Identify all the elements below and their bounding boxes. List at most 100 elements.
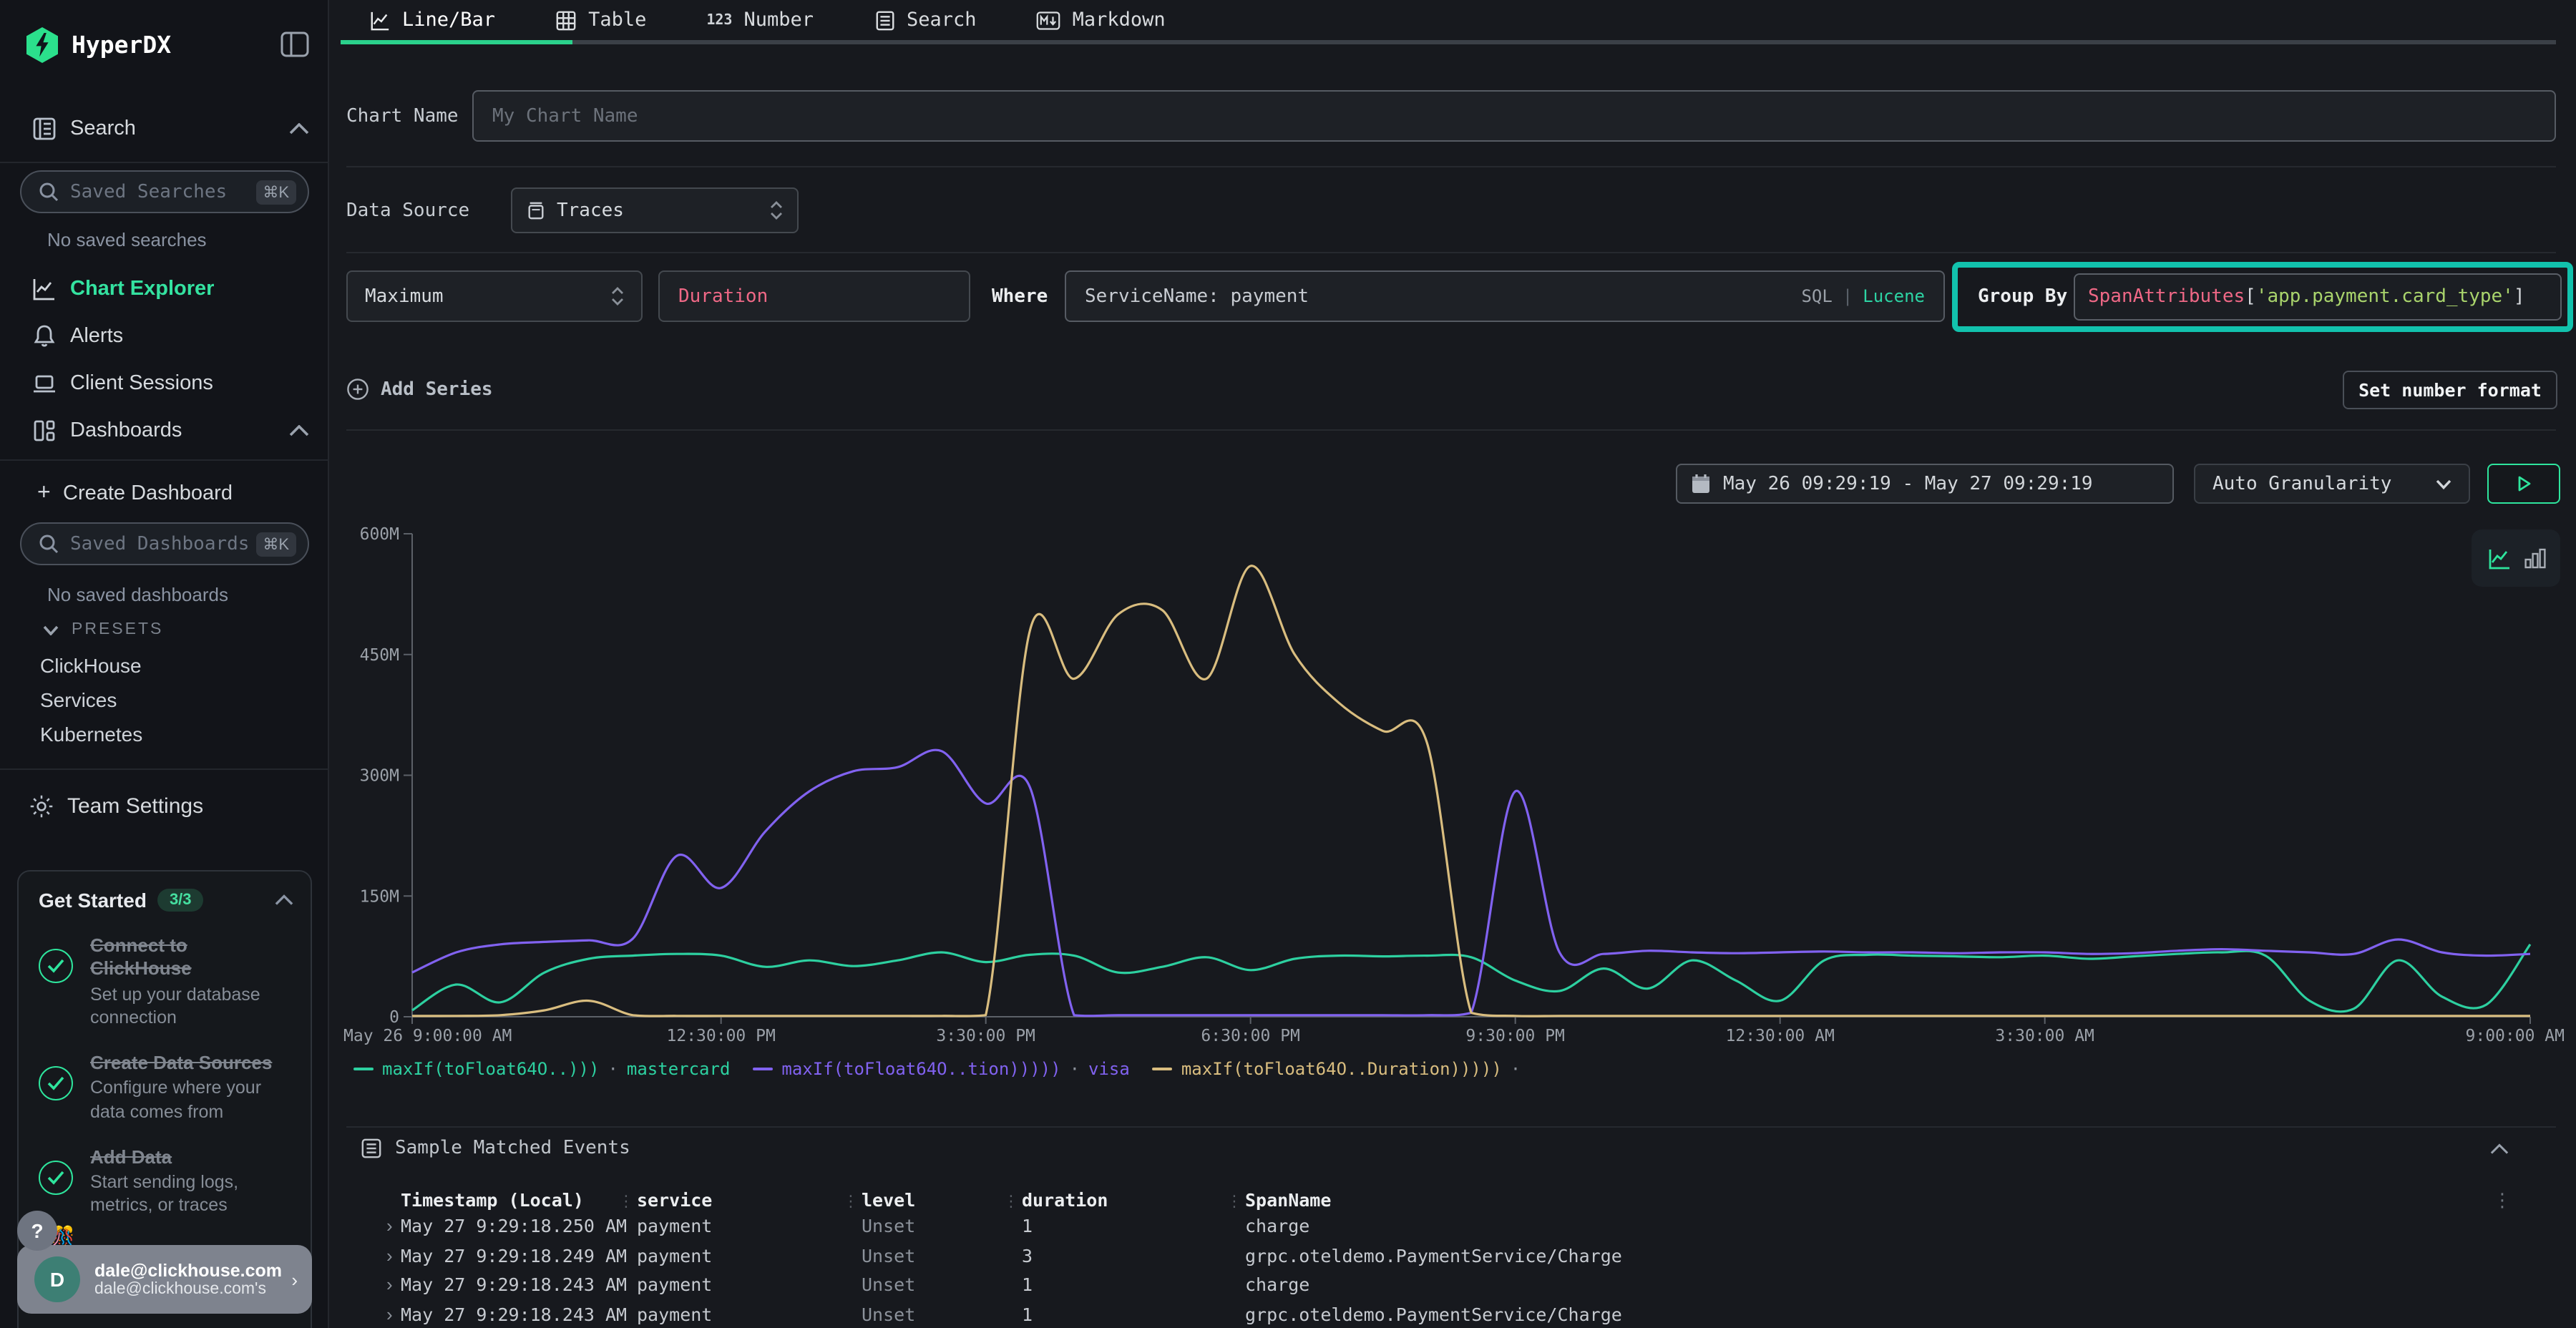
events-title: Sample Matched Events: [395, 1138, 630, 1159]
table-cell-duration[interactable]: 3: [1022, 1244, 1033, 1266]
data-source-select[interactable]: Traces: [511, 187, 799, 233]
group-by-input[interactable]: SpanAttributes['app.payment.card_type']: [2074, 273, 2562, 321]
sidebar-item-alerts[interactable]: Alerts: [0, 315, 329, 358]
table-cell-level[interactable]: Unset: [862, 1215, 916, 1236]
saved-dashboards-placeholder: Saved Dashboards: [70, 533, 250, 555]
check-circle-icon: [39, 1160, 73, 1195]
line-chart-toggle-icon[interactable]: [2487, 546, 2511, 570]
get-started-item-add-data[interactable]: Add Data Start sending logs, metrics, or…: [39, 1146, 293, 1218]
column-header[interactable]: duration: [1022, 1189, 1108, 1211]
column-header[interactable]: SpanName: [1245, 1189, 1332, 1211]
presets-toggle[interactable]: PRESETS: [43, 621, 163, 638]
table-cell-service[interactable]: payment: [637, 1274, 713, 1295]
preset-services[interactable]: Services: [40, 688, 117, 711]
tab-number[interactable]: 123 Number: [706, 9, 814, 31]
column-header[interactable]: level: [862, 1189, 916, 1211]
events-list-icon: [361, 1138, 381, 1158]
get-started-item-title: Add Data: [90, 1146, 172, 1168]
add-series-button[interactable]: Add Series: [346, 378, 493, 401]
table-cell-service[interactable]: payment: [637, 1244, 713, 1266]
chevron-up-icon[interactable]: [275, 894, 293, 906]
table-cell-timestamp[interactable]: May 27 9:29:18.243 AM: [401, 1274, 628, 1295]
get-started-badge: 3/3: [157, 889, 203, 912]
collapse-sidebar-icon[interactable]: [279, 29, 311, 67]
x-tick-label: 3:30:00 AM: [1995, 1027, 2094, 1045]
table-cell-duration[interactable]: 1: [1022, 1274, 1033, 1295]
sidebar-section-search[interactable]: Search: [0, 107, 329, 150]
presets-label: PRESETS: [72, 621, 164, 638]
chart-explorer-icon: [31, 276, 57, 302]
table-cell-span_name[interactable]: charge: [1245, 1215, 1310, 1236]
client-sessions-label: Client Sessions: [70, 372, 213, 395]
get-started-item-sources[interactable]: Create Data Sources Configure where your…: [39, 1052, 293, 1123]
help-button[interactable]: ?: [17, 1211, 57, 1251]
table-cell-timestamp[interactable]: May 27 9:29:18.249 AM: [401, 1244, 628, 1266]
row-expand-chevron[interactable]: ›: [386, 1303, 393, 1324]
chevron-up-icon: [289, 123, 309, 135]
column-header[interactable]: service: [637, 1189, 713, 1211]
table-cell-service[interactable]: payment: [637, 1215, 713, 1236]
y-tick-label: 450M: [360, 646, 399, 665]
events-menu-icon[interactable]: ⋮: [2493, 1189, 2512, 1211]
main-content: Line/Bar Table 123 Number Search Markdow…: [329, 0, 2576, 1328]
column-drag-handle[interactable]: ⋮: [618, 1193, 634, 1211]
legend-item[interactable]: maxIf(toFloat64O..Duration))))) ·: [1152, 1059, 1521, 1079]
legend-label: maxIf(toFloat64O..Duration))))): [1181, 1059, 1502, 1079]
where-value[interactable]: ServiceName: payment: [1085, 285, 1309, 307]
bar-chart-toggle-icon[interactable]: [2524, 547, 2545, 570]
row-expand-chevron[interactable]: ›: [386, 1274, 393, 1295]
granularity-select[interactable]: Auto Granularity: [2194, 464, 2470, 504]
table-cell-level[interactable]: Unset: [862, 1244, 916, 1266]
preset-clickhouse[interactable]: ClickHouse: [40, 654, 142, 677]
run-query-button[interactable]: [2487, 464, 2560, 504]
table-cell-duration[interactable]: 1: [1022, 1303, 1033, 1324]
user-menu[interactable]: D dale@clickhouse.com dale@clickhouse.co…: [17, 1245, 312, 1314]
legend-item[interactable]: maxIf(toFloat64O..))) · mastercard: [353, 1059, 730, 1079]
sidebar-item-chart-explorer[interactable]: Chart Explorer: [0, 268, 329, 311]
table-cell-duration[interactable]: 1: [1022, 1215, 1033, 1236]
table-cell-span_name[interactable]: charge: [1245, 1274, 1310, 1295]
tab-line-bar[interactable]: Line/Bar: [369, 0, 495, 40]
table-cell-level[interactable]: Unset: [862, 1274, 916, 1295]
table-cell-timestamp[interactable]: May 27 9:29:18.243 AM: [401, 1303, 628, 1324]
column-drag-handle[interactable]: ⋮: [843, 1193, 859, 1211]
column-header[interactable]: Timestamp (Local): [401, 1189, 584, 1211]
sidebar-item-client-sessions[interactable]: Client Sessions: [0, 362, 329, 405]
column-drag-handle[interactable]: ⋮: [1003, 1193, 1019, 1211]
user-sub: dale@clickhouse.com's: [94, 1281, 266, 1298]
get-started-item-subtitle: Start sending logs, metrics, or traces: [90, 1172, 239, 1216]
tab-markdown[interactable]: Markdown: [1037, 0, 1166, 40]
tab-search[interactable]: Search: [874, 0, 977, 40]
timeseries-chart[interactable]: 0 150M 300M 450M 600M May 26 9:00:00 AM 12:30:…: [329, 515, 2576, 1048]
sidebar-item-dashboards[interactable]: Dashboards: [0, 409, 329, 452]
sidebar-item-team-settings[interactable]: Team Settings: [0, 784, 329, 827]
dashboards-label: Dashboards: [70, 419, 182, 442]
chart-name-input[interactable]: [474, 105, 2555, 127]
field-value[interactable]: Duration: [678, 285, 769, 307]
column-drag-handle[interactable]: ⋮: [1226, 1193, 1242, 1211]
table-cell-level[interactable]: Unset: [862, 1303, 916, 1324]
row-expand-chevron[interactable]: ›: [386, 1244, 393, 1266]
table-cell-timestamp[interactable]: May 27 9:29:18.250 AM: [401, 1215, 628, 1236]
query-language-toggle[interactable]: SQL | Lucene: [1801, 286, 1925, 306]
preset-kubernetes[interactable]: Kubernetes: [40, 723, 143, 746]
get-started-item-connect[interactable]: Connect to ClickHouse Set up your databa…: [39, 934, 293, 1029]
legend-item[interactable]: maxIf(toFloat64O..tion))))) · visa: [753, 1059, 1130, 1079]
app-title: HyperDX: [72, 31, 172, 59]
x-tick-label: 6:30:00 PM: [1201, 1027, 1299, 1045]
date-range-picker[interactable]: May 26 09:29:19 - May 27 09:29:19: [1676, 464, 2174, 504]
collapse-events-chevron[interactable]: [2490, 1143, 2509, 1155]
aggregation-select[interactable]: Maximum: [346, 270, 643, 322]
tab-table[interactable]: Table: [555, 0, 646, 40]
saved-dashboards-input[interactable]: Saved Dashboards ⌘K: [20, 522, 309, 565]
lucene-option[interactable]: Lucene: [1863, 286, 1925, 306]
sql-option[interactable]: SQL: [1801, 286, 1833, 306]
saved-searches-input[interactable]: Saved Searches ⌘K: [20, 170, 309, 213]
table-cell-service[interactable]: payment: [637, 1303, 713, 1324]
table-cell-span_name[interactable]: grpc.oteldemo.PaymentService/Charge: [1245, 1303, 1622, 1324]
row-expand-chevron[interactable]: ›: [386, 1215, 393, 1236]
set-number-format-button[interactable]: Set number format: [2343, 371, 2557, 409]
create-dashboard-button[interactable]: + Create Dashboard: [0, 472, 329, 515]
table-cell-span_name[interactable]: grpc.oteldemo.PaymentService/Charge: [1245, 1244, 1622, 1266]
chart-legend: maxIf(toFloat64O..))) · mastercard maxIf(to…: [353, 1059, 1521, 1079]
